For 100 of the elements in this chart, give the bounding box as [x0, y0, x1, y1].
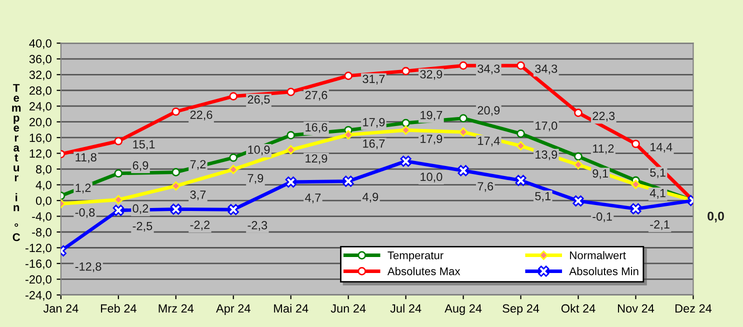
data-label: 32,9 — [420, 70, 442, 80]
y-tick-label: -8,0 — [32, 228, 52, 238]
y-tick-label: 16,0 — [30, 134, 52, 144]
y-tick-label: 12,0 — [30, 149, 52, 160]
y-tick-label: -16,0 — [26, 260, 52, 270]
point — [630, 203, 642, 214]
point — [458, 165, 469, 176]
x-tick-label: Sep 24 — [502, 304, 540, 315]
data-label: 7,6 — [478, 182, 494, 192]
point — [459, 114, 468, 122]
point — [170, 204, 182, 215]
y-tick-label: 20,0 — [30, 118, 52, 128]
data-label: 14,4 — [650, 142, 672, 153]
data-label: 22,6 — [190, 110, 212, 120]
data-label: -2,5 — [132, 222, 152, 232]
y-tick-label: -4,0 — [32, 212, 52, 222]
point — [114, 136, 123, 146]
point — [172, 168, 180, 176]
point — [401, 125, 410, 135]
data-label: -12,8 — [75, 262, 102, 272]
data-label: 34,3 — [478, 64, 500, 74]
point — [574, 108, 582, 117]
point — [286, 131, 296, 140]
y-tick-label: 4,0 — [36, 180, 52, 191]
point — [229, 153, 238, 162]
data-label: 22,3 — [592, 112, 615, 122]
data-label: 5,1 — [535, 192, 550, 202]
data-label: 16,6 — [306, 123, 328, 133]
x-tick-label: Apr 24 — [216, 304, 250, 315]
point — [172, 107, 180, 116]
x-tick-label: Jan 24 — [43, 304, 78, 313]
point — [228, 164, 238, 174]
legend-label: Temperatur — [388, 252, 444, 262]
point — [112, 204, 124, 216]
data-label: 11,8 — [76, 153, 96, 163]
point — [516, 61, 525, 70]
y-tick-label: 28,0 — [30, 86, 52, 96]
data-label: 7,9 — [248, 174, 264, 184]
point — [286, 88, 296, 96]
legend-label: Normalwert — [570, 251, 626, 260]
legend-label: Absolutes Max — [387, 267, 460, 276]
data-label: 12,9 — [306, 154, 328, 164]
point — [515, 174, 526, 186]
y-tick-label: 24,0 — [30, 102, 52, 112]
x-tick-label: Jul 24 — [390, 304, 422, 313]
data-label: 1,2 — [76, 184, 91, 194]
point — [342, 176, 354, 187]
data-label: -2,1 — [650, 220, 670, 230]
text: Temperatur in °C — [12, 84, 21, 242]
data-label: -0,1 — [592, 212, 612, 222]
data-label: 9,1 — [592, 169, 608, 180]
data-label: 10,0 — [420, 172, 442, 182]
point — [285, 176, 296, 188]
point — [286, 145, 296, 154]
point — [114, 169, 123, 178]
point — [458, 127, 468, 137]
data-label: 27,6 — [305, 90, 328, 101]
y-tick-label: 36,0 — [29, 54, 52, 65]
data-label: 26,5 — [248, 95, 270, 106]
data-label: -2,2 — [190, 220, 210, 230]
data-label: 0,0 — [708, 212, 724, 222]
data-label: 11,2 — [593, 144, 614, 154]
point — [572, 195, 584, 206]
data-label: 19,7 — [420, 110, 442, 121]
data-label: 4,9 — [362, 192, 378, 202]
data-label: 4,1 — [650, 189, 666, 199]
point — [632, 140, 640, 148]
data-label: 17,4 — [478, 136, 500, 146]
point — [459, 61, 468, 70]
point — [574, 160, 583, 170]
data-label: 13,9 — [536, 150, 558, 160]
data-label: 6,9 — [132, 161, 148, 172]
data-label: 3,7 — [190, 190, 206, 200]
point — [229, 92, 238, 100]
x-tick-label: Dez 24 — [675, 304, 712, 313]
y-tick-label: -20,0 — [26, 275, 52, 286]
point — [516, 129, 525, 138]
data-label: 4,7 — [305, 194, 321, 204]
x-tick-label: Okt 24 — [561, 304, 596, 313]
data-label: -0,8 — [75, 208, 95, 218]
point — [631, 180, 640, 190]
x-tick-label: Mrz 24 — [158, 304, 194, 313]
point — [171, 181, 181, 191]
data-label: 17,9 — [420, 134, 442, 144]
point — [402, 118, 410, 128]
y-tick-label: 0,0 — [36, 196, 52, 206]
x-tick-label: Jun 24 — [330, 304, 366, 313]
data-label: 20,9 — [478, 106, 500, 116]
data-label: 5,1 — [650, 168, 666, 178]
y-tick-label: 40,0 — [29, 39, 52, 49]
data-label: 17,9 — [363, 118, 385, 128]
point — [228, 204, 239, 216]
point — [574, 152, 582, 161]
point — [114, 195, 124, 204]
data-label: 10,9 — [248, 146, 270, 156]
data-label: 16,7 — [363, 139, 385, 150]
data-label: 7,2 — [190, 160, 206, 170]
data-label: -2,3 — [248, 221, 268, 231]
x-tick-label: Aug 24 — [444, 304, 482, 315]
point — [344, 130, 353, 140]
